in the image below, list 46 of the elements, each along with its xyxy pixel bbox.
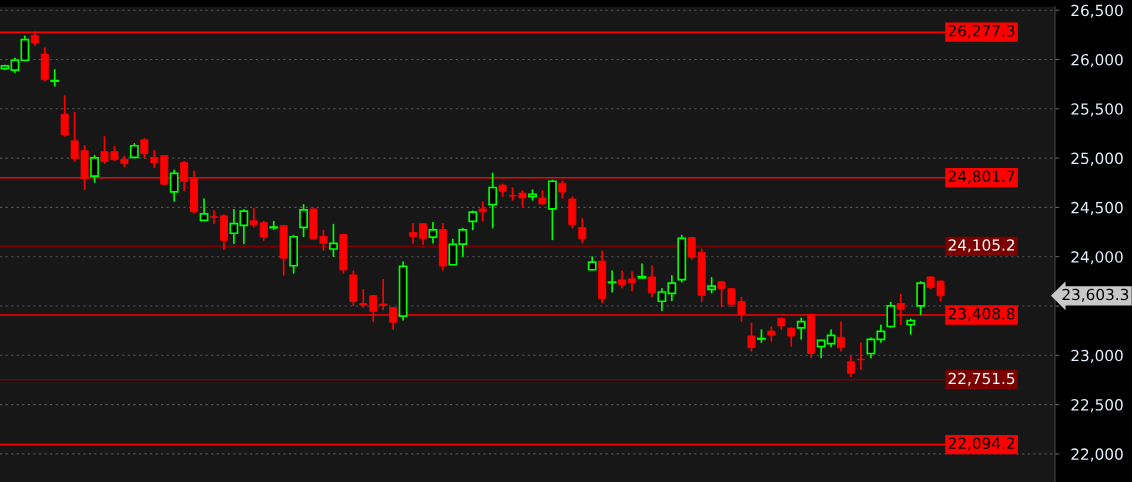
text: 23,603.3: [1062, 288, 1129, 302]
candlestick: [419, 222, 428, 246]
candlestick: [628, 271, 637, 292]
candlestick: [747, 322, 756, 352]
candlestick: [607, 270, 617, 293]
ref-line-label: 24,801.7: [948, 170, 1015, 184]
candlestick: [209, 210, 218, 225]
candlestick: [468, 210, 478, 231]
candlestick: [329, 223, 338, 258]
ref-line-label: 26,277.3: [948, 25, 1015, 39]
y-tick-label: 22,000: [1071, 448, 1123, 462]
y-tick-label: 25,500: [1071, 103, 1123, 117]
candlestick: [259, 220, 268, 242]
ref-line-label: 24,105.2: [948, 239, 1015, 253]
candlestick: [50, 69, 60, 87]
candlestick: [886, 301, 896, 329]
ref-line-label: 22,094.2: [948, 437, 1015, 451]
candlestick: [379, 279, 388, 311]
candlestick: [846, 354, 855, 378]
y-tick-label: 25,000: [1071, 152, 1123, 166]
y-tick-label: 23,000: [1071, 349, 1123, 363]
y-tick-label: 24,500: [1071, 201, 1123, 215]
candlestick: [488, 172, 498, 229]
y-tick-label: 26,500: [1071, 4, 1123, 18]
candlestick: [837, 321, 846, 352]
candlestick: [578, 217, 587, 244]
y-tick-label: 26,000: [1071, 53, 1123, 68]
candlestick: [90, 154, 99, 183]
candlestick: [647, 265, 656, 298]
candlestick: [140, 138, 149, 159]
candlestick: [299, 204, 308, 238]
ref-line-label: 23,408.8: [948, 307, 1015, 321]
candlestick: [60, 95, 69, 137]
candlestick: [637, 263, 647, 279]
ref-line-label: 22,751.5: [948, 372, 1015, 386]
candlestick: [199, 198, 209, 222]
candlestick: [269, 220, 279, 231]
candlestick: [478, 201, 487, 222]
candlestick: [409, 222, 418, 245]
candlestick: [916, 281, 926, 316]
candlestick: [249, 207, 258, 228]
y-tick-label: 24,000: [1071, 251, 1123, 265]
candlestick: [796, 317, 806, 340]
y-tick-label: 22,500: [1071, 399, 1123, 413]
candlestick: [169, 169, 179, 202]
candlestick: [428, 221, 438, 244]
